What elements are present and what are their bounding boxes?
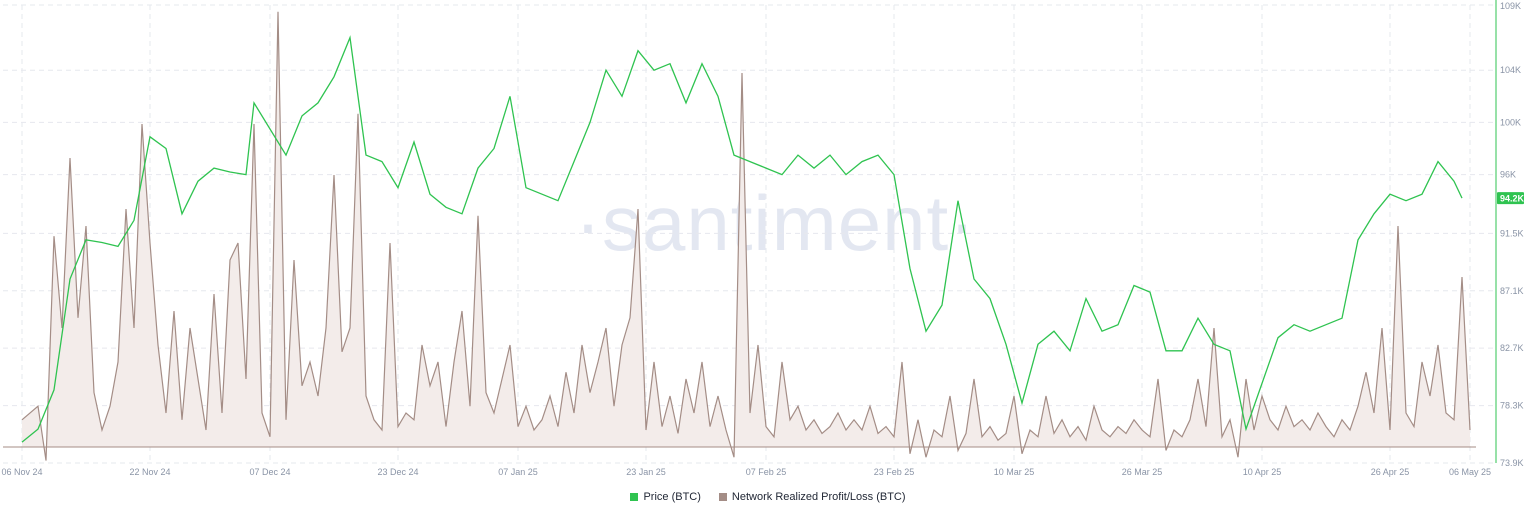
- series-lines: [21, 11, 1471, 461]
- y-tick-label: 100K: [1500, 117, 1521, 127]
- profit-loss-fill: [22, 11, 1470, 461]
- x-tick-label: 23 Jan 25: [626, 467, 666, 477]
- axes: 109K 104K 100K 96K 91.5K 87.1K 82.7K 78.3K 73.9K…: [1, 0, 1525, 477]
- profit-loss-area: [3, 11, 1476, 461]
- legend-label-profit-loss: Network Realized Profit/Loss (BTC): [731, 491, 906, 503]
- watermark: ·santiment·: [575, 179, 976, 267]
- x-tick-label: 26 Apr 25: [1371, 467, 1410, 477]
- y-tick-label: 73.9K: [1500, 458, 1524, 468]
- legend-label-price: Price (BTC): [643, 491, 701, 503]
- x-tick-label: 07 Jan 25: [498, 467, 538, 477]
- x-tick-label: 10 Apr 25: [1243, 467, 1282, 477]
- x-tick-label: 07 Dec 24: [249, 467, 290, 477]
- x-tick-label: 23 Feb 25: [874, 467, 915, 477]
- x-tick-label: 22 Nov 24: [129, 467, 170, 477]
- x-tick-label: 10 Mar 25: [994, 467, 1035, 477]
- x-tick-label: 07 Feb 25: [746, 467, 787, 477]
- legend-swatch-profit-loss: [718, 493, 727, 501]
- x-tick-label: 23 Dec 24: [377, 467, 418, 477]
- legend-item-price[interactable]: Price (BTC): [630, 491, 701, 503]
- x-tick-label: 06 May 25: [1449, 467, 1491, 477]
- y-tick-label: 82.7K: [1500, 343, 1524, 353]
- profit-loss-line: [21, 11, 1471, 461]
- current-price-label: 94.2K: [1500, 194, 1525, 204]
- chart: ·santiment· 109K 104K 100K 96K 91.5K 87.1K 82.…: [1, 0, 1525, 477]
- legend-swatch-price: [630, 493, 639, 501]
- x-tick-label: 26 Mar 25: [1122, 467, 1163, 477]
- y-tick-label: 109K: [1500, 1, 1521, 11]
- y-tick-label: 91.5K: [1500, 228, 1524, 238]
- y-tick-label: 96K: [1500, 170, 1516, 180]
- y-tick-label: 78.3K: [1500, 401, 1524, 411]
- y-tick-label: 87.1K: [1500, 286, 1524, 296]
- y-tick-label: 104K: [1500, 65, 1521, 75]
- price-line: [21, 35, 1463, 443]
- x-tick-label: 06 Nov 24: [1, 467, 42, 477]
- legend: Price (BTC) Network Realized Profit/Loss…: [0, 491, 1536, 503]
- current-price-badge: [1497, 192, 1524, 205]
- legend-item-profit-loss[interactable]: Network Realized Profit/Loss (BTC): [718, 491, 906, 503]
